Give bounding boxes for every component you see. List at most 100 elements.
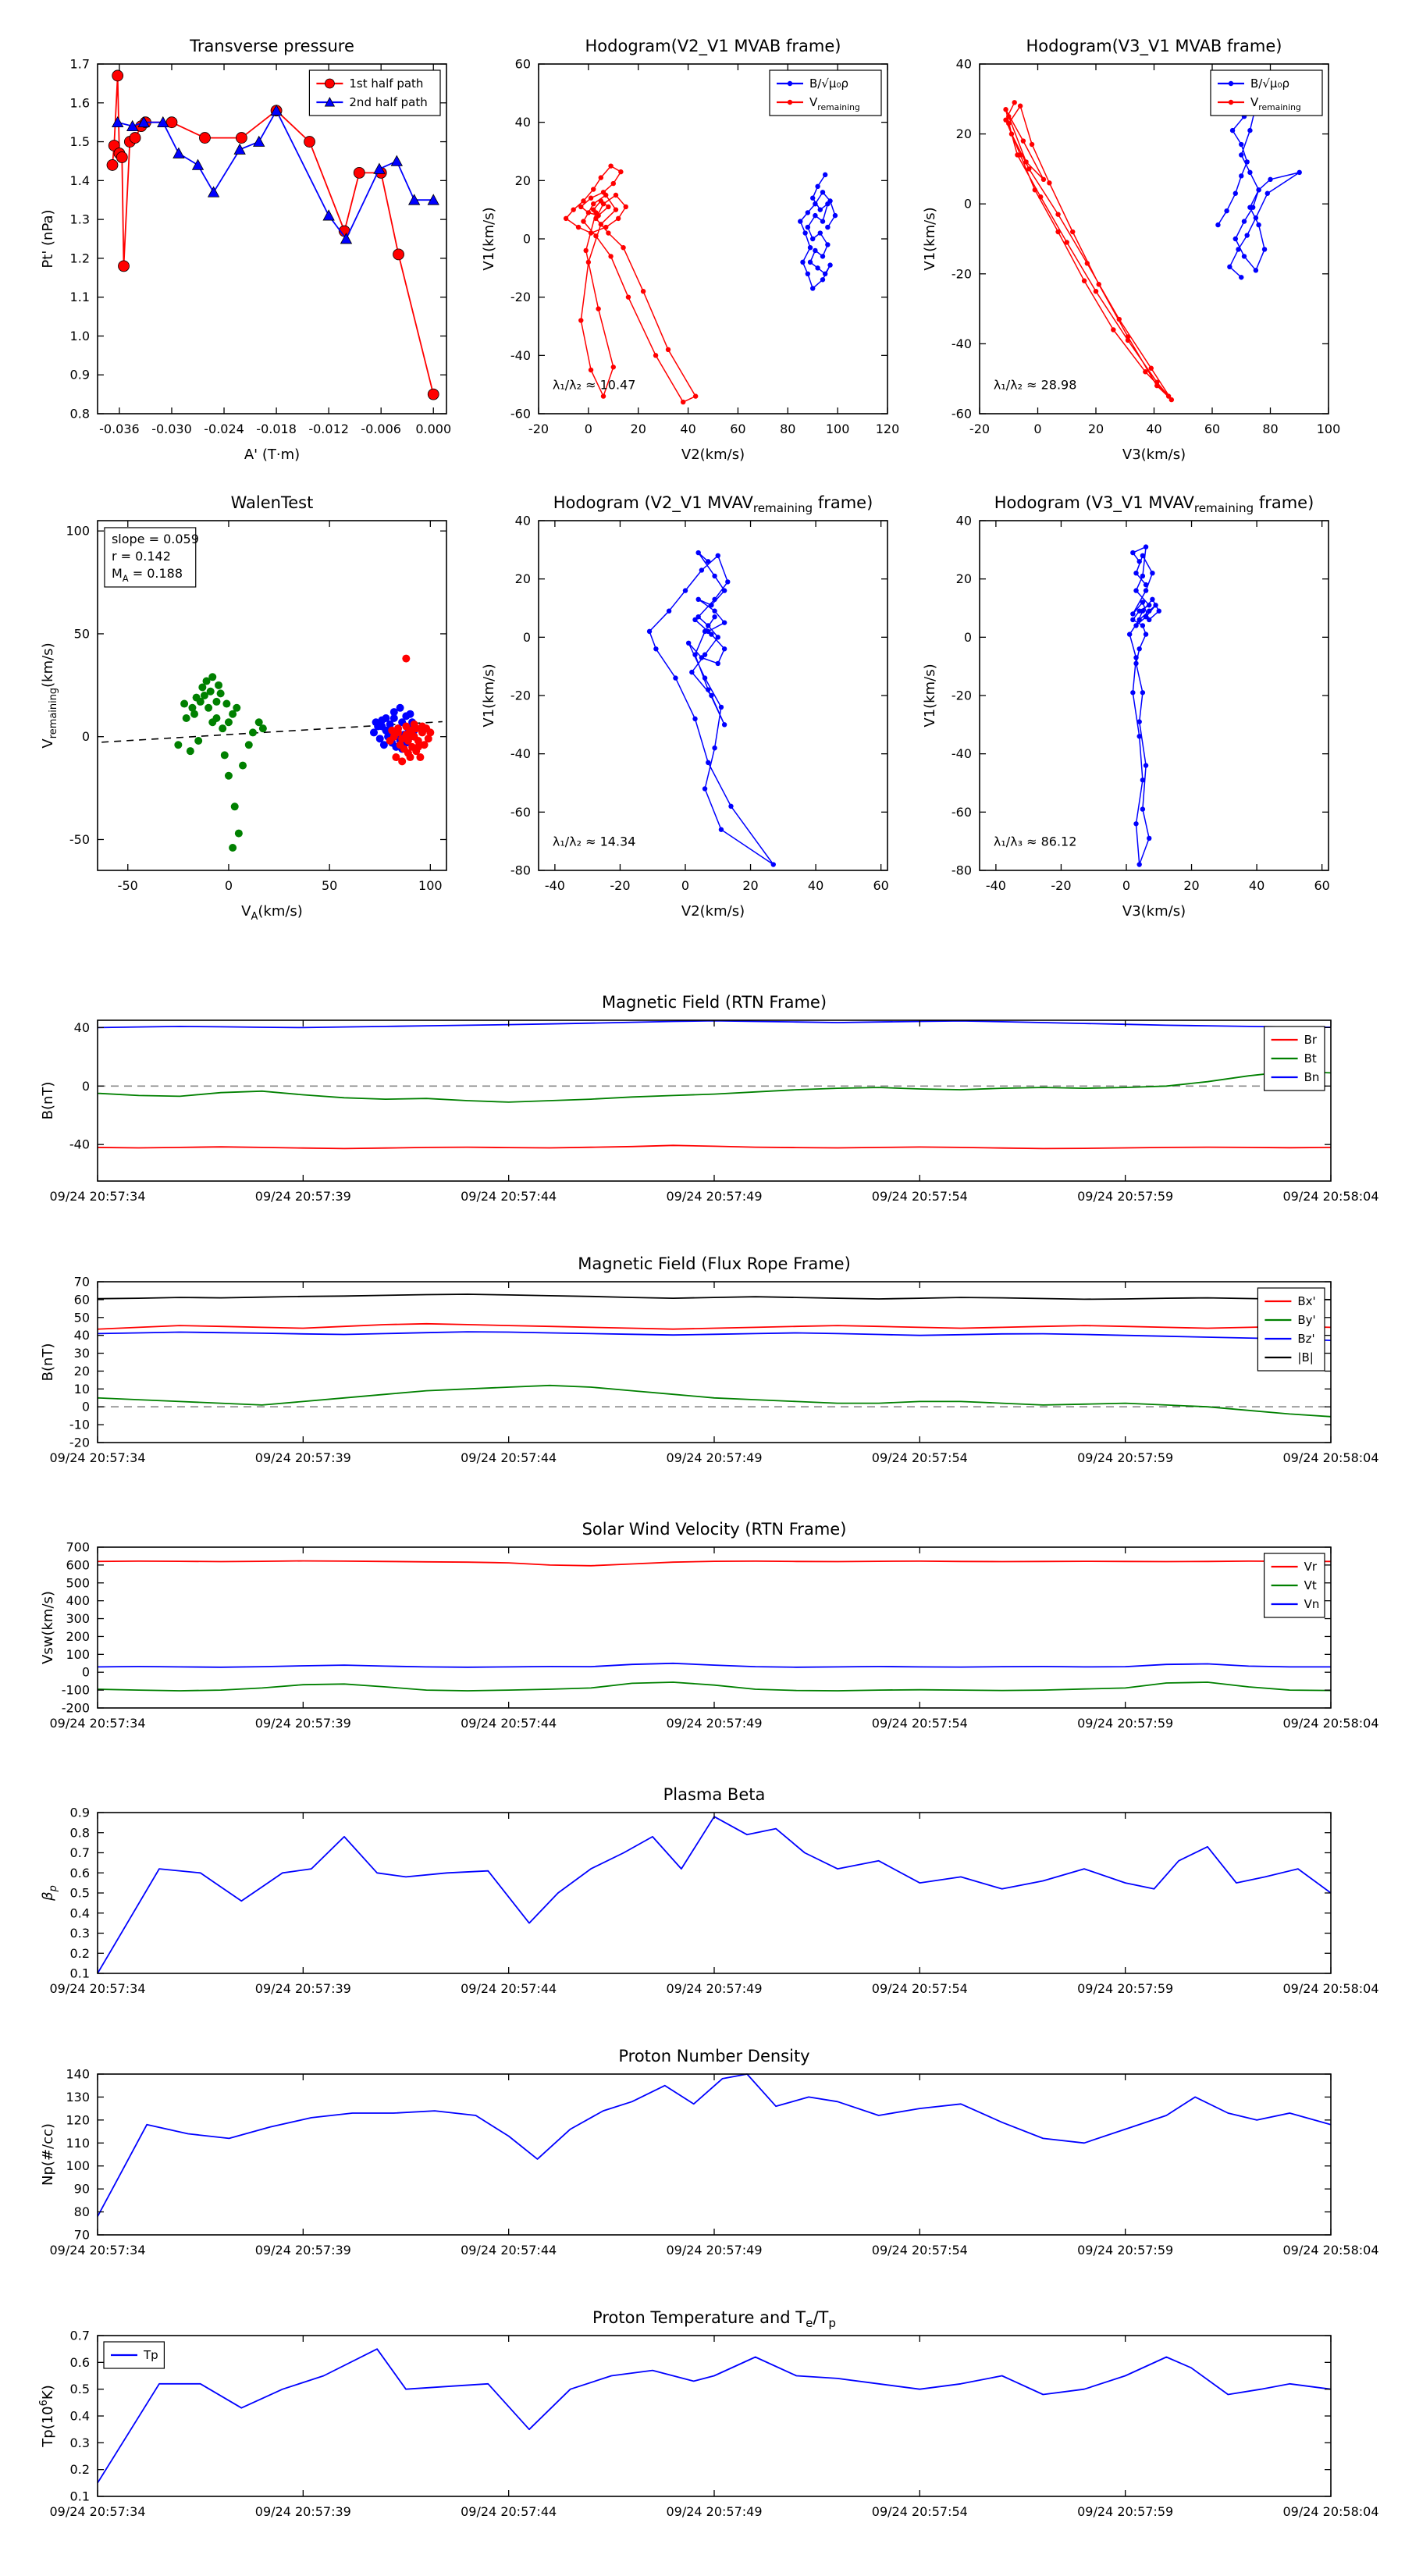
y-tick-label: 60 — [515, 57, 531, 72]
x-tick-label: 09/24 20:57:59 — [1077, 1981, 1173, 1996]
series-beta-p — [97, 1816, 1332, 1974]
x-tick-label: 09/24 20:58:04 — [1282, 1716, 1378, 1731]
series-b-over-sqrt-mu0-rho — [1215, 103, 1302, 280]
y-tick-label: 90 — [74, 2182, 90, 2197]
svg-text:λ₁/λ₂ ≈ 10.47: λ₁/λ₂ ≈ 10.47 — [553, 378, 636, 393]
y-tick-label: 0.5 — [70, 2382, 90, 2396]
legend: 1st half path 2nd half path — [308, 69, 441, 116]
legend-label: 2nd half path — [349, 95, 427, 109]
x-tick-label: 120 — [876, 422, 900, 436]
annotation: λ₁/λ₂ ≈ 10.47 — [553, 378, 636, 393]
x-tick-label: 09/24 20:57:39 — [255, 2243, 351, 2258]
series-walen-fit — [101, 720, 443, 743]
chart-hodogram-v3v1-mvav: -40 -20 0 20 40 60 -80 -60 -40 -20 0 20 40 Hodogram (… — [905, 480, 1343, 933]
legend-label: Tp — [143, 2348, 158, 2362]
y-tick-label: -20 — [951, 688, 972, 703]
y-tick-label: 130 — [66, 2090, 90, 2105]
legend: Tp — [103, 2341, 165, 2369]
legend-label: Bn — [1304, 1070, 1320, 1084]
plot-svg-hodogram-v2v1-mvav: -40 -20 0 20 40 60 -80 -60 -40 -20 0 20 40 Hodogram (… — [481, 493, 889, 920]
chart-transverse-pressure: -0.036 -0.030 -0.024 -0.018 -0.012 -0.006 0.00… — [23, 23, 461, 476]
y-tick-label: 0.4 — [70, 2409, 90, 2424]
y-tick-label: 0.3 — [70, 1926, 90, 1941]
x-tick-label: 09/24 20:58:04 — [1282, 1981, 1378, 1996]
svg-text:λ₁/λ₃ ≈ 86.12: λ₁/λ₃ ≈ 86.12 — [994, 834, 1077, 849]
x-tick-label: 80 — [780, 422, 795, 436]
y-tick-label: 20 — [956, 571, 972, 586]
x-tick-label: 60 — [730, 422, 745, 436]
series-red-points — [386, 654, 435, 766]
y-tick-label: 0.3 — [70, 2435, 90, 2450]
x-tick-label: 09/24 20:58:04 — [1282, 1189, 1378, 1204]
chart-title: Plasma Beta — [663, 1785, 766, 1804]
legend-label: |B| — [1297, 1350, 1313, 1364]
svg-text:MA = 0.188: MA = 0.188 — [112, 566, 183, 584]
chart-title: Transverse pressure — [189, 37, 354, 55]
y-tick-label: 1.6 — [70, 95, 90, 110]
x-tick-label: 09/24 20:57:44 — [461, 1716, 557, 1731]
y-axis-label: B(nT) — [40, 1082, 56, 1120]
y-tick-label: 1.2 — [70, 251, 90, 265]
x-tick-label: 40 — [680, 422, 695, 436]
y-tick-label: 0 — [523, 630, 531, 645]
series-v-remaining — [563, 163, 699, 405]
plot-svg-walen-test: -50 0 50 100 -50 0 50 100 WalenTest VA(km/s) Vrema… — [40, 493, 447, 923]
series-1st-half-path — [106, 69, 439, 400]
y-tick-label: 0.2 — [70, 1946, 90, 1961]
y-tick-label: 50 — [74, 1310, 90, 1325]
x-tick-label: 80 — [1262, 422, 1278, 436]
y-axis-label: V1(km/s) — [481, 207, 497, 270]
legend: B/√μ₀ρ Vremaining — [769, 69, 882, 116]
y-tick-label: 1.0 — [70, 329, 90, 343]
y-tick-label: 500 — [66, 1575, 90, 1590]
y-tick-label: 0.4 — [70, 1905, 90, 1920]
y-tick-label: -60 — [951, 407, 972, 422]
x-tick-label: 09/24 20:57:34 — [49, 2504, 145, 2519]
y-tick-label: -20 — [69, 1436, 90, 1450]
y-tick-label: -40 — [951, 336, 972, 351]
y-tick-label: 700 — [66, 1540, 90, 1555]
x-tick-label: 09/24 20:57:49 — [666, 1189, 762, 1204]
legend-label: Bx' — [1297, 1294, 1315, 1308]
x-tick-label: 09/24 20:57:44 — [461, 1981, 557, 1996]
y-axis-label: Np(#/cc) — [40, 2123, 56, 2186]
y-tick-label: 1.3 — [70, 212, 90, 227]
x-tick-label: -40 — [986, 878, 1006, 893]
svg-text:λ₁/λ₂ ≈ 14.34: λ₁/λ₂ ≈ 14.34 — [553, 834, 636, 849]
x-tick-label: 09/24 20:57:34 — [49, 1189, 145, 1204]
series-vn — [97, 1662, 1331, 1668]
chart-title: Hodogram(V2_V1 MVAB frame) — [585, 37, 841, 56]
y-tick-label: 200 — [66, 1629, 90, 1644]
chart-magnetic-field-rtn: 09/24 20:57:34 09/24 20:57:39 09/24 20:57:… — [23, 972, 1379, 1229]
x-tick-label: 09/24 20:57:49 — [666, 1450, 762, 1465]
y-tick-label: 50 — [74, 626, 90, 641]
y-tick-label: -80 — [510, 863, 531, 878]
x-tick-label: 09/24 20:57:34 — [49, 2243, 145, 2258]
x-tick-label: 09/24 20:57:39 — [255, 1716, 351, 1731]
y-tick-label: -80 — [951, 863, 972, 878]
legend: Br Bt Bn — [1263, 1026, 1325, 1091]
x-tick-label: 100 — [826, 422, 850, 436]
y-tick-label: 20 — [515, 571, 531, 586]
legend-label: Bt — [1304, 1051, 1317, 1066]
x-axis-label: VA(km/s) — [241, 903, 303, 923]
x-tick-label: 09/24 20:57:54 — [872, 1981, 968, 1996]
x-tick-label: 09/24 20:57:44 — [461, 2504, 557, 2519]
series-tp — [97, 2348, 1332, 2484]
x-tick-label: 60 — [873, 878, 888, 893]
x-tick-label: -0.024 — [204, 422, 244, 436]
x-tick-label: 09/24 20:57:34 — [49, 1716, 145, 1731]
legend-label: B/√μ₀ρ — [809, 76, 848, 91]
x-tick-label: 09/24 20:57:44 — [461, 1189, 557, 1204]
y-tick-label: 40 — [956, 514, 972, 528]
y-axis-label: Vremaining(km/s) — [40, 642, 59, 748]
x-tick-label: 09/24 20:57:54 — [872, 2504, 968, 2519]
x-axis-label: V2(km/s) — [681, 447, 745, 463]
x-axis-label: V3(km/s) — [1122, 447, 1186, 463]
y-tick-label: 120 — [66, 2112, 90, 2127]
x-tick-label: -0.018 — [256, 422, 297, 436]
y-tick-label: -40 — [510, 348, 531, 363]
legend-label: B/√μ₀ρ — [1250, 76, 1289, 91]
series-vt — [97, 1681, 1332, 1692]
x-tick-label: 09/24 20:57:59 — [1077, 2243, 1173, 2258]
